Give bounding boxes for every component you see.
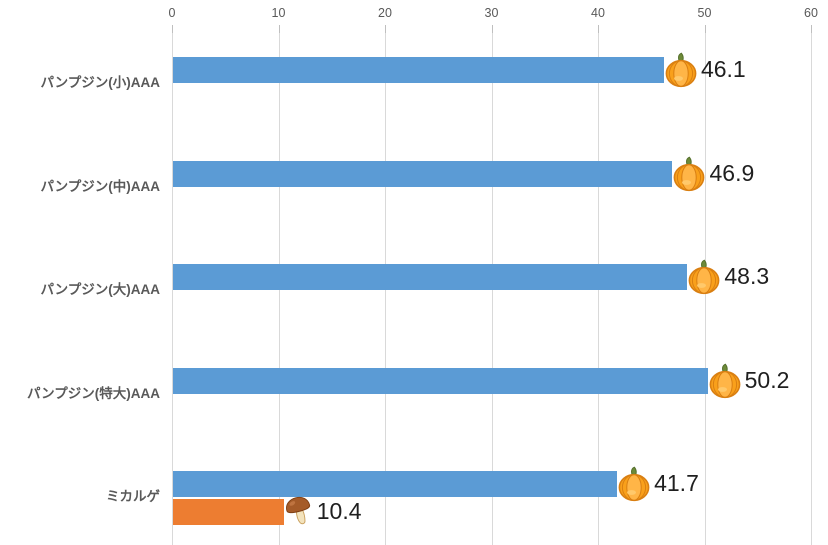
value-label: 48.3 <box>724 263 770 289</box>
axis-tick-mark <box>491 25 493 33</box>
pumpkin-icon <box>707 363 743 399</box>
mushroom-icon <box>284 494 314 528</box>
category-label: パンプジン(特大)AAA <box>26 385 160 401</box>
value-label: 41.7 <box>654 470 699 496</box>
pumpkin-icon <box>616 466 652 502</box>
bar-series1 <box>173 160 673 187</box>
gridline <box>811 33 812 545</box>
axis-tick-mark <box>811 25 812 33</box>
x-axis-tick-label: 60 <box>804 6 818 20</box>
x-axis-tick-label: 30 <box>484 6 499 20</box>
category-label: パンプジン(小)AAA <box>40 75 160 90</box>
x-axis-tick-label: 40 <box>591 6 605 20</box>
axis-tick-mark <box>704 25 706 33</box>
value-label: 10.4 <box>316 498 362 524</box>
x-axis-tick-label: 20 <box>378 6 392 20</box>
axis-tick-mark <box>385 25 386 33</box>
axis-tick-mark <box>278 25 280 33</box>
pumpkin-icon <box>686 259 722 295</box>
x-axis-tick-label: 50 <box>697 6 712 20</box>
category-label: パンプジン(中)AAA <box>40 178 160 194</box>
bar-series1 <box>173 264 688 290</box>
x-axis-tick-label: 0 <box>168 6 176 20</box>
category-label: パンプジン(大)AAA <box>40 282 160 297</box>
value-label: 50.2 <box>744 366 790 393</box>
axis-tick-mark <box>598 25 599 33</box>
value-label: 46.9 <box>709 159 755 186</box>
x-axis-tick-label: 10 <box>271 6 286 20</box>
category-label: ミカルゲ <box>106 489 160 504</box>
gridline <box>172 33 173 545</box>
pumpkin-icon <box>663 52 699 88</box>
bar-series2 <box>173 499 284 525</box>
value-label: 46.1 <box>700 56 746 82</box>
axis-tick-mark <box>172 25 173 33</box>
bar-series1 <box>173 367 708 394</box>
bar-series1 <box>173 471 618 497</box>
bar-series1 <box>173 57 664 83</box>
pumpkin-icon <box>671 156 707 192</box>
